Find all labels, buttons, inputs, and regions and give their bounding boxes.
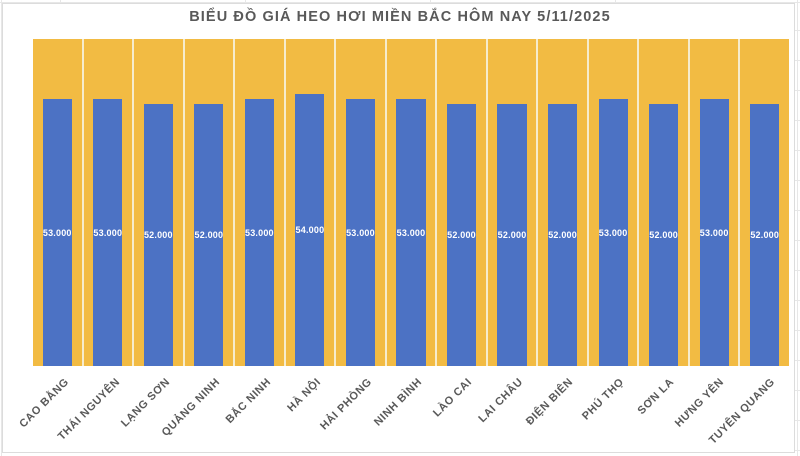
- sheet-gridline-right: [797, 0, 798, 456]
- bar: 53.000: [699, 99, 729, 366]
- sheet-row-tick: [794, 360, 800, 361]
- category-slot: 52.000: [437, 39, 488, 366]
- sheet-row-tick: [794, 30, 800, 31]
- bar-value-label: 53.000: [396, 227, 426, 238]
- category-slot: 53.000: [689, 39, 741, 366]
- bar: 53.000: [244, 99, 274, 366]
- bar-value-label: 53.000: [598, 227, 628, 238]
- bar-value-label: 52.000: [497, 230, 527, 241]
- bar: 53.000: [396, 99, 426, 366]
- bar: 52.000: [143, 104, 173, 366]
- bar-value-label: 52.000: [548, 230, 577, 241]
- sheet-row-tick: [794, 60, 800, 61]
- sheet-row-tick: [794, 330, 800, 331]
- sheet-row-tick: [794, 120, 800, 121]
- bar: 54.000: [295, 94, 325, 366]
- bar-value-label: 52.000: [649, 230, 678, 241]
- bar: 52.000: [750, 104, 780, 366]
- category-slot: 53.000: [588, 39, 640, 366]
- category-slot: 54.000: [285, 39, 337, 366]
- sheet-row-tick: [794, 300, 800, 301]
- sheet-row-tick: [794, 240, 800, 241]
- bar: 52.000: [649, 104, 679, 366]
- chart-title: BIỂU ĐỒ GIÁ HEO HƠI MIỀN BẮC HÔM NAY 5/1…: [189, 9, 611, 25]
- bar-value-label: 52.000: [750, 230, 780, 241]
- bar: 53.000: [598, 99, 628, 366]
- bar-value-label: 53.000: [42, 227, 72, 238]
- sheet-row-tick: [794, 270, 800, 271]
- category-slot: 52.000: [134, 39, 185, 366]
- bar: 53.000: [93, 99, 123, 366]
- bar-value-label: 54.000: [295, 225, 325, 236]
- bar-value-label: 52.000: [143, 230, 173, 241]
- sheet-gridline-col-4: [615, 0, 616, 3]
- sheet-gridline-top: [0, 2, 800, 3]
- bar-value-label: 53.000: [346, 227, 375, 238]
- category-slot: 52.000: [184, 39, 236, 366]
- category-slot: 53.000: [235, 39, 286, 366]
- sheet-gridline-col-2: [245, 0, 246, 3]
- sheet-gridline-col-3: [430, 0, 431, 3]
- sheet-row-tick: [794, 420, 800, 421]
- sheet-row-tick: [794, 210, 800, 211]
- category-slot: 52.000: [639, 39, 690, 366]
- bar-value-label: 53.000: [93, 227, 123, 238]
- bar: 53.000: [345, 99, 376, 366]
- category-slot: 53.000: [83, 39, 135, 366]
- category-slot: 53.000: [386, 39, 438, 366]
- bar-value-label: 53.000: [245, 227, 274, 238]
- bar-value-label: 52.000: [194, 230, 224, 241]
- sheet-row-tick: [794, 150, 800, 151]
- bar-value-label: 52.000: [447, 230, 476, 241]
- category-slot: 52.000: [740, 39, 789, 366]
- sheet-gridline-left: [1, 0, 2, 456]
- bar: 52.000: [497, 104, 527, 366]
- bar: 52.000: [548, 104, 578, 366]
- category-slot: 53.000: [336, 39, 387, 366]
- category-slot: 52.000: [538, 39, 589, 366]
- bar: 52.000: [446, 104, 477, 366]
- category-slot: 53.000: [33, 39, 84, 366]
- sheet-row-tick: [794, 180, 800, 181]
- bar: 53.000: [42, 99, 72, 366]
- bar-value-label: 53.000: [699, 227, 729, 238]
- sheet-row-tick: [794, 450, 800, 451]
- category-slot: 52.000: [487, 39, 539, 366]
- bar: 52.000: [194, 104, 224, 366]
- sheet-row-tick: [794, 90, 800, 91]
- sheet-row-tick: [794, 390, 800, 391]
- plot-area: 53.000 53.000 52.000 52.000 53.000 54.000 53.0…: [33, 39, 789, 366]
- sheet-gridline-col-1: [60, 0, 61, 3]
